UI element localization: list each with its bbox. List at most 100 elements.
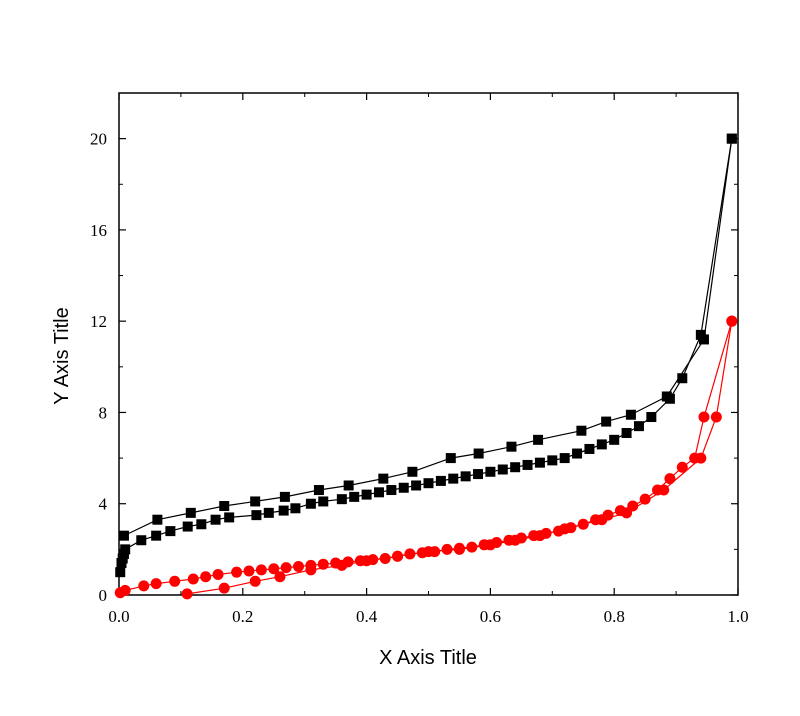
data-point: [473, 448, 484, 459]
data-point: [138, 580, 150, 592]
data-point: [212, 568, 224, 580]
data-point: [411, 480, 422, 491]
data-point: [601, 416, 612, 427]
data-point: [435, 475, 446, 486]
data-point: [441, 543, 453, 555]
data-point: [710, 411, 722, 423]
data-point: [506, 441, 517, 452]
data-point: [596, 439, 607, 450]
data-point: [509, 534, 521, 546]
x-tick-label: 0.0: [108, 607, 129, 626]
data-point: [280, 562, 292, 574]
data-point: [317, 558, 329, 570]
data-point: [278, 505, 289, 516]
data-point: [423, 478, 434, 489]
data-point: [349, 491, 360, 502]
x-tick-label: 0.6: [480, 607, 501, 626]
data-point: [120, 544, 131, 555]
data-point: [231, 566, 243, 578]
data-point: [255, 564, 267, 576]
series-2: [118, 133, 737, 541]
data-point: [510, 462, 521, 473]
data-point: [279, 491, 290, 502]
data-point: [115, 567, 126, 578]
data-point: [243, 565, 255, 577]
data-point: [274, 571, 286, 583]
x-tick-label: 0.8: [604, 607, 625, 626]
data-point: [534, 457, 545, 468]
data-point: [361, 489, 372, 500]
data-point: [210, 514, 221, 525]
y-axis-title: Y Axis Title: [51, 307, 73, 404]
data-point: [576, 425, 587, 436]
data-point: [392, 550, 404, 562]
data-point: [658, 484, 670, 496]
data-point: [621, 507, 633, 519]
data-point: [373, 487, 384, 498]
y-axis: 0 4 8 12 16 20: [90, 130, 738, 605]
y-tick-label: 4: [99, 495, 108, 514]
data-point: [251, 510, 262, 521]
data-point: [445, 453, 456, 464]
x-tick-label: 1.0: [727, 607, 748, 626]
data-point: [726, 133, 737, 144]
data-point: [423, 546, 434, 558]
x-tick-label: 0.2: [232, 607, 253, 626]
data-point: [187, 573, 199, 585]
data-point: [695, 452, 707, 464]
x-axis: 0.0 0.2 0.4 0.6 0.8 1.0: [108, 93, 749, 626]
y-tick-label: 20: [90, 130, 107, 149]
x-tick-label: 0.4: [356, 607, 378, 626]
data-point: [378, 473, 389, 484]
data-point: [621, 427, 632, 438]
data-point: [448, 473, 459, 484]
data-point: [596, 514, 608, 526]
series-1: [115, 133, 737, 578]
y-tick-label: 12: [90, 312, 107, 331]
data-point: [664, 473, 676, 485]
data-point: [290, 503, 301, 514]
data-point: [336, 494, 347, 505]
data-point: [249, 575, 261, 587]
data-point: [522, 459, 533, 470]
data-point: [625, 409, 636, 420]
data-point: [534, 530, 546, 542]
data-point: [726, 315, 738, 327]
data-point: [473, 469, 484, 480]
data-point: [485, 466, 496, 477]
data-point: [313, 485, 324, 496]
data-point: [200, 571, 212, 583]
data-point: [559, 523, 571, 535]
data-point: [609, 434, 620, 445]
data-point: [639, 493, 651, 505]
data-point: [169, 575, 181, 587]
data-point: [119, 584, 131, 596]
data-point: [250, 496, 261, 507]
data-point: [677, 373, 688, 384]
data-point: [268, 563, 280, 575]
data-point: [305, 564, 317, 576]
data-point: [646, 412, 657, 423]
data-point: [151, 530, 162, 541]
data-point: [165, 526, 176, 537]
data-point: [698, 334, 709, 345]
y-tick-label: 0: [99, 586, 108, 605]
data-point: [547, 455, 558, 466]
data-point: [218, 582, 230, 594]
data-point: [533, 434, 544, 445]
data-point: [263, 507, 274, 518]
data-point: [453, 543, 465, 555]
y-tick-label: 8: [99, 403, 108, 422]
data-point: [219, 501, 230, 512]
data-point: [196, 519, 207, 530]
data-point: [336, 559, 348, 571]
series-4: [181, 315, 738, 600]
x-axis-title: X Axis Title: [379, 647, 477, 669]
data-point: [181, 588, 193, 600]
data-point: [318, 496, 329, 507]
data-point: [152, 514, 163, 525]
data-point: [185, 507, 196, 518]
data-point: [698, 411, 710, 423]
data-point: [460, 471, 471, 482]
